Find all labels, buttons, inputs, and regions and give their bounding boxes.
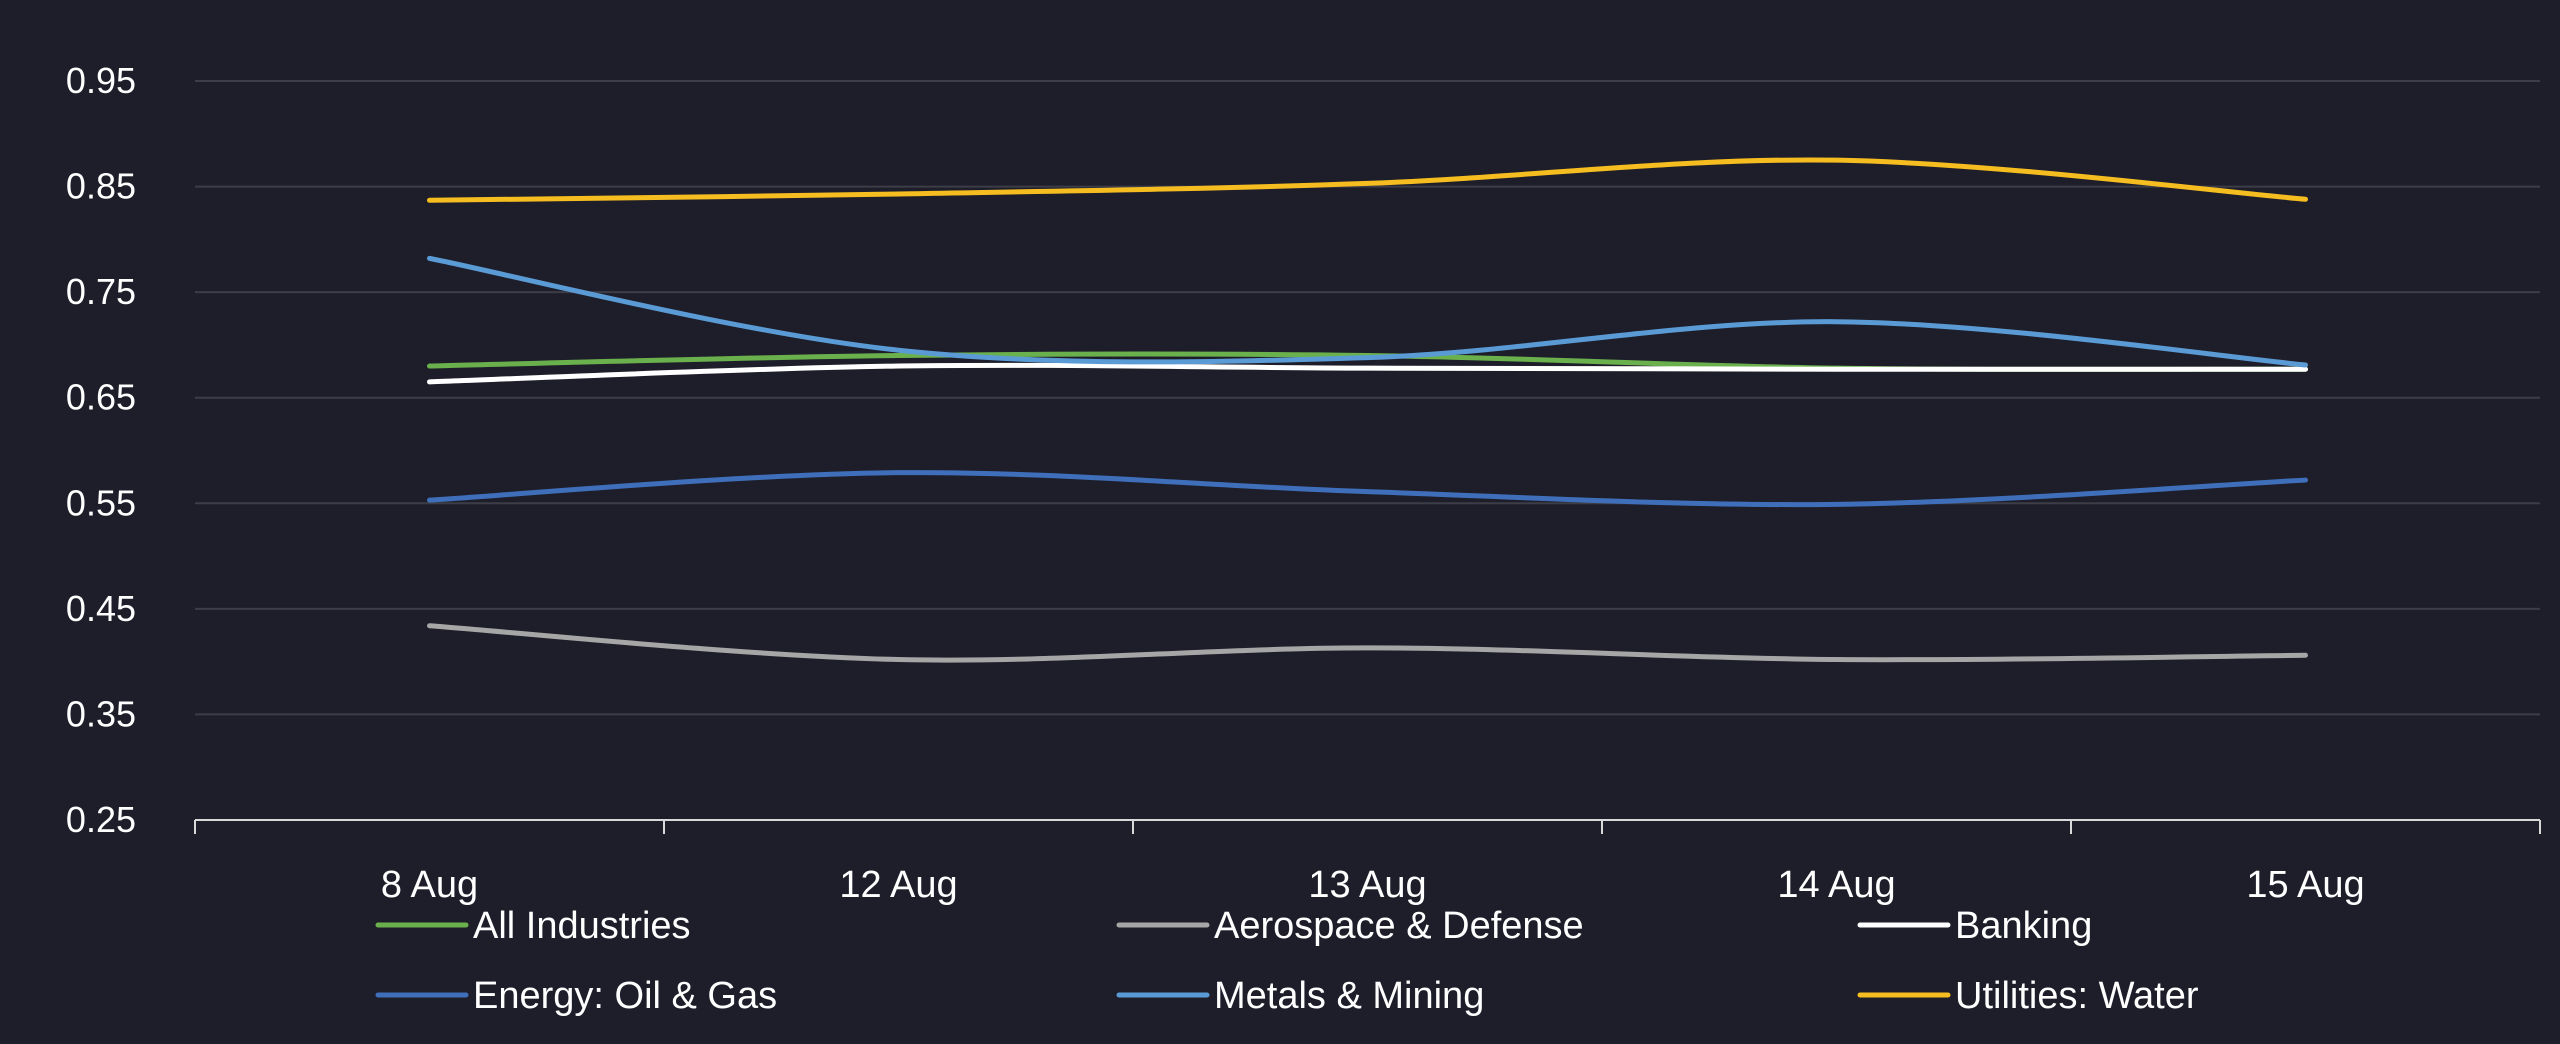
legend-item: Utilities: Water [1857, 975, 2199, 1017]
x-tick-label: 13 Aug [1308, 864, 1426, 906]
series-line-utilities-water [427, 157, 2308, 203]
x-axis-tick-labels: 8 Aug 12 Aug 13 Aug 14 Aug 15 Aug [381, 864, 2365, 906]
legend-item: Energy: Oil & Gas [375, 975, 777, 1017]
legend-item: All Industries [375, 905, 691, 947]
legend-item: Metals & Mining [1116, 975, 1484, 1017]
legend-label: Energy: Oil & Gas [473, 975, 777, 1017]
x-axis [194, 819, 2541, 834]
x-tick-label: 15 Aug [2246, 864, 2364, 906]
x-tick-label: 12 Aug [839, 864, 957, 906]
y-tick-label: 0.25 [66, 799, 136, 840]
y-axis-tick-labels: 0.25 0.35 0.45 0.55 0.65 0.75 0.85 0.95 [66, 60, 136, 840]
series-line-banking [427, 362, 2308, 385]
y-tick-label: 0.35 [66, 693, 136, 734]
legend-item: Banking [1857, 905, 2092, 947]
series-line-metals-mining [427, 255, 2308, 368]
y-tick-label: 0.85 [66, 166, 136, 207]
x-tick-label: 14 Aug [1777, 864, 1895, 906]
series-lines [427, 157, 2308, 663]
y-tick-label: 0.45 [66, 588, 136, 629]
x-tick-label: 8 Aug [381, 864, 478, 906]
legend-label: Utilities: Water [1955, 975, 2199, 1017]
y-tick-label: 0.95 [66, 60, 136, 101]
y-tick-label: 0.75 [66, 271, 136, 312]
series-line-aerospace-defense [427, 623, 2308, 663]
legend-label: Banking [1955, 905, 2092, 947]
legend-label: Aerospace & Defense [1214, 905, 1584, 947]
gridlines [195, 80, 2540, 716]
legend-label: Metals & Mining [1214, 975, 1484, 1017]
legend-item: Aerospace & Defense [1116, 905, 1584, 947]
series-line-energy-oil-gas [427, 470, 2308, 508]
legend: All Industries Aerospace & Defense Banking… [375, 905, 2199, 1017]
y-tick-label: 0.55 [66, 482, 136, 523]
legend-label: All Industries [473, 905, 691, 947]
y-tick-label: 0.65 [66, 377, 136, 418]
